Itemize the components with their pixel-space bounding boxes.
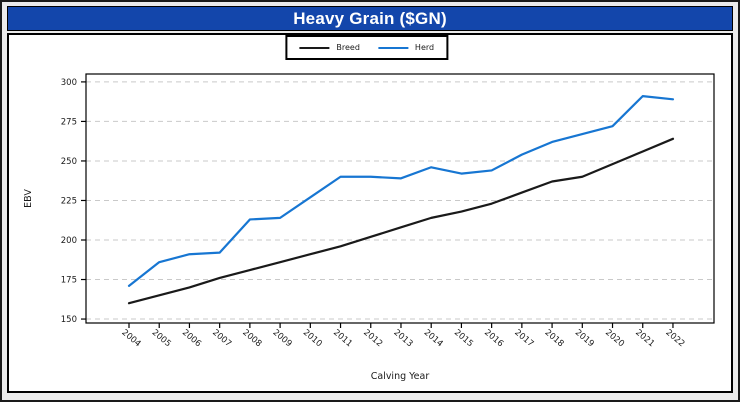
herd-line-swatch xyxy=(377,46,408,49)
svg-text:2017: 2017 xyxy=(512,328,535,350)
svg-text:EBV: EBV xyxy=(23,189,34,208)
svg-text:2015: 2015 xyxy=(452,328,475,350)
svg-text:2021: 2021 xyxy=(633,328,656,350)
line-chart: 150 175 200 225 250 275 300 2004 2005 2006 2007 200… xyxy=(23,73,715,382)
svg-text:2010: 2010 xyxy=(301,328,324,350)
svg-text:2007: 2007 xyxy=(210,328,233,350)
svg-text:275: 275 xyxy=(61,117,77,127)
svg-text:2006: 2006 xyxy=(180,328,203,350)
svg-text:2011: 2011 xyxy=(331,328,354,350)
svg-text:200: 200 xyxy=(61,236,77,246)
svg-text:2004: 2004 xyxy=(119,328,142,350)
legend-label-breed: Breed xyxy=(336,43,360,52)
legend-item-herd: Herd xyxy=(377,43,435,52)
legend: Breed Herd xyxy=(285,35,449,60)
svg-text:2009: 2009 xyxy=(271,328,294,350)
svg-text:Calving Year: Calving Year xyxy=(371,371,430,382)
svg-text:2016: 2016 xyxy=(482,328,505,350)
legend-item-breed: Breed xyxy=(299,43,360,52)
svg-text:150: 150 xyxy=(61,315,77,325)
breed-line-swatch xyxy=(299,46,330,49)
svg-text:2018: 2018 xyxy=(543,328,566,350)
svg-text:225: 225 xyxy=(61,196,77,206)
svg-text:2012: 2012 xyxy=(361,328,384,350)
svg-text:175: 175 xyxy=(61,276,77,286)
svg-text:2014: 2014 xyxy=(422,328,445,350)
svg-text:300: 300 xyxy=(61,78,77,88)
svg-text:2013: 2013 xyxy=(391,328,414,350)
svg-text:2019: 2019 xyxy=(573,328,596,350)
title-bar: Heavy Grain ($GN) xyxy=(7,6,733,31)
svg-text:250: 250 xyxy=(61,157,77,167)
legend-label-herd: Herd xyxy=(414,43,435,52)
svg-text:2008: 2008 xyxy=(240,328,263,350)
svg-text:2005: 2005 xyxy=(150,328,173,350)
svg-text:2020: 2020 xyxy=(603,328,626,350)
chart-title: Heavy Grain ($GN) xyxy=(293,8,447,28)
plot-panel: Breed Herd 150 175 200 225 250 275 300 2004 2005… xyxy=(7,33,733,393)
svg-text:2022: 2022 xyxy=(663,328,686,350)
